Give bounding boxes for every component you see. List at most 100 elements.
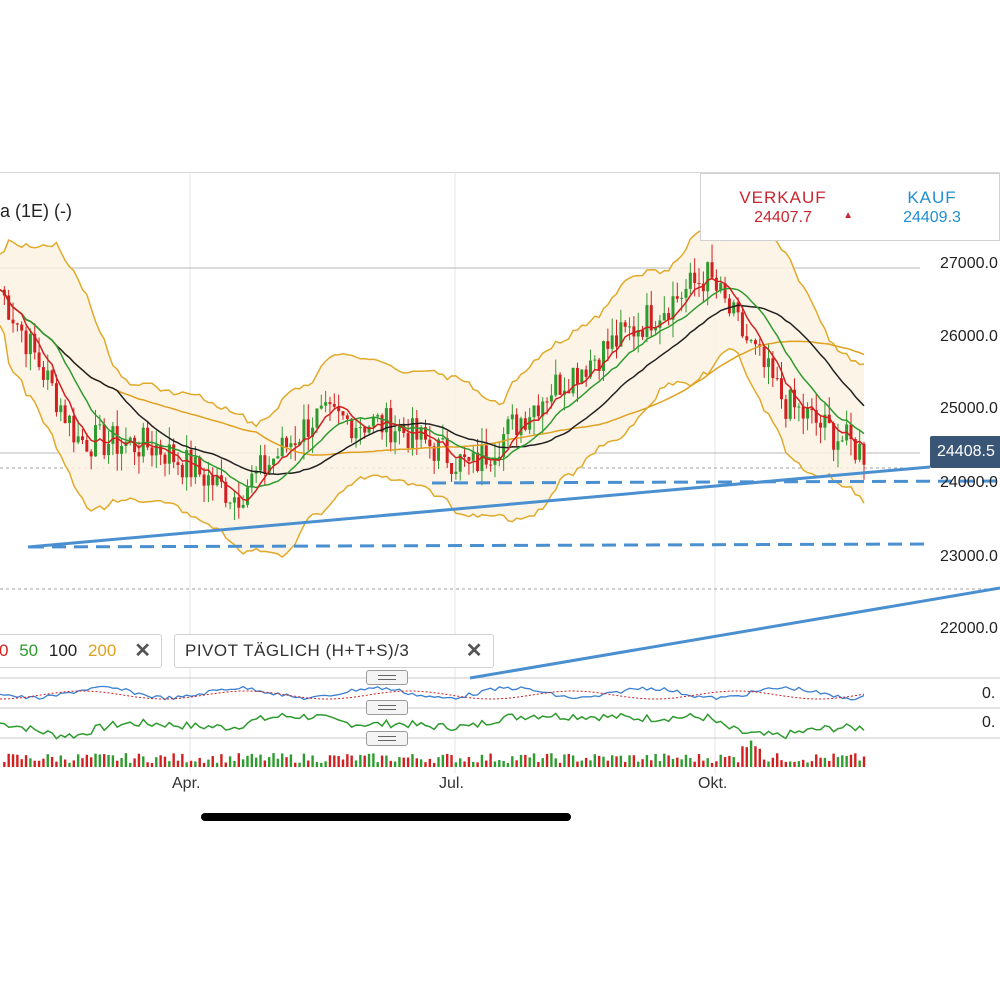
volume-bar — [419, 759, 423, 767]
x-tick-apr: Apr. — [172, 775, 201, 792]
volume-bar — [107, 754, 110, 767]
volume-bar — [224, 762, 227, 767]
volume-bar — [103, 754, 106, 767]
candle-body — [59, 405, 63, 413]
volume-bar — [146, 762, 149, 767]
moving-average-legend[interactable]: 0 50 100 200 ✕ — [0, 634, 162, 668]
volume-bar — [124, 753, 128, 767]
volume-bar — [155, 757, 158, 767]
volume-bar — [845, 755, 848, 767]
candle-body — [662, 313, 666, 321]
volume-bar — [832, 753, 835, 767]
volume-bar — [728, 755, 731, 767]
candle-body — [419, 427, 423, 440]
candle-body — [293, 443, 297, 446]
candle-body — [115, 426, 119, 454]
candle-body — [185, 449, 189, 478]
indicator-2-label: 0. — [982, 714, 996, 731]
buy-price: 24409.3 — [903, 209, 961, 226]
volume-bar — [511, 756, 514, 767]
candle-body — [667, 313, 671, 320]
candle-body — [437, 439, 441, 461]
candle-body — [393, 431, 397, 443]
candle-body — [628, 326, 632, 328]
candle-body — [324, 402, 328, 406]
candle-body — [701, 283, 705, 292]
pivot-legend[interactable]: PIVOT TÄGLICH (H+T+S)/3 ✕ — [174, 634, 494, 668]
candle-body — [154, 444, 158, 456]
candle-body — [245, 487, 249, 505]
volume-bar — [615, 756, 618, 767]
candle-body — [219, 475, 223, 482]
candle-body — [849, 424, 853, 440]
panel-resize-handle[interactable] — [366, 670, 408, 685]
oscillator-1-line — [0, 685, 865, 701]
candle-body — [706, 262, 710, 292]
volume-bar — [741, 746, 744, 767]
candle-body — [180, 464, 184, 478]
volume-bar — [254, 757, 258, 767]
y-tick-26000: 26000.0 — [940, 328, 998, 345]
candle-body — [532, 405, 536, 418]
volume-bar — [68, 762, 71, 767]
candle-body — [780, 378, 784, 400]
volume-bar — [802, 759, 805, 767]
candle-body — [745, 336, 749, 341]
candle-body — [714, 277, 718, 291]
candle-body — [354, 427, 358, 439]
volume-bar — [441, 754, 445, 767]
volume-bar — [788, 761, 792, 767]
volume-bar — [294, 762, 297, 767]
candle-body — [232, 497, 236, 503]
candle-body — [11, 319, 15, 324]
candle-body — [102, 424, 106, 456]
buy-label: KAUF — [907, 188, 957, 207]
candle-body — [814, 410, 818, 423]
volume-bar — [684, 754, 688, 767]
chart-area[interactable]: a (1E) (-) VERKAUF 24407.7 ▲ KAUF 24409.… — [0, 172, 1000, 835]
candle-body — [146, 427, 150, 448]
volume-bar — [597, 755, 601, 767]
volume-bar — [42, 758, 45, 767]
candle-body — [497, 456, 501, 459]
volume-bar — [159, 755, 162, 767]
home-indicator — [201, 813, 571, 821]
volume-bar — [168, 761, 171, 767]
candle-body — [376, 415, 380, 417]
candle-body — [636, 330, 640, 337]
volume-bar — [437, 757, 440, 767]
candle-body — [450, 463, 454, 474]
candle-body — [397, 425, 401, 432]
candle-body — [753, 340, 757, 345]
volume-bar — [37, 760, 41, 767]
volume-bar — [489, 753, 492, 767]
candle-body — [649, 305, 653, 331]
panel-resize-handle[interactable] — [366, 731, 408, 746]
volume-bar — [658, 761, 662, 767]
ma-legend-item: 100 — [48, 641, 78, 660]
price-chart[interactable] — [0, 173, 1000, 835]
volume-bar — [137, 753, 141, 767]
panel-resize-handle[interactable] — [366, 700, 408, 715]
x-tick-jul: Jul. — [439, 775, 464, 792]
close-ma-legend-icon[interactable]: ✕ — [134, 640, 151, 662]
candle-body — [549, 395, 553, 402]
candle-body — [762, 346, 766, 368]
volume-bar — [506, 762, 510, 767]
close-pivot-legend-icon[interactable]: ✕ — [465, 640, 483, 662]
volume-bar — [858, 760, 861, 767]
sell-quote-box[interactable]: VERKAUF 24407.7 ▲ — [700, 173, 866, 241]
volume-bar — [376, 762, 379, 767]
sell-price: 24407.7 — [754, 209, 812, 226]
volume-bar — [133, 758, 136, 767]
candle-body — [558, 374, 562, 395]
candle-body — [645, 305, 649, 337]
volume-bar — [758, 748, 761, 767]
volume-bar — [632, 755, 636, 767]
volume-bar — [476, 762, 479, 767]
volume-bar — [350, 755, 353, 767]
buy-quote-box[interactable]: KAUF 24409.3 — [865, 173, 1000, 241]
trendlines[interactable] — [27, 465, 1000, 680]
candle-body — [766, 358, 770, 368]
candle-body — [693, 272, 697, 284]
